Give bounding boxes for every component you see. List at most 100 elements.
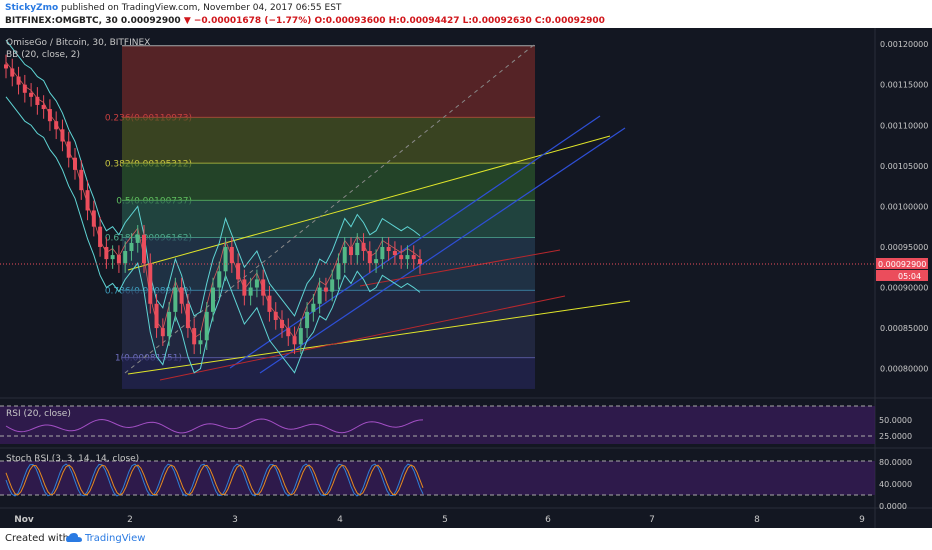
candle-body[interactable]	[104, 246, 109, 260]
price-tick-label: 0.00090000	[880, 284, 928, 293]
candle-body[interactable]	[361, 242, 366, 252]
candle-body[interactable]	[330, 279, 335, 292]
blue-line[interactable]	[229, 115, 601, 369]
candle-body[interactable]	[392, 251, 397, 256]
candle-body[interactable]	[311, 303, 316, 312]
candle-body[interactable]	[292, 336, 297, 345]
candle-body[interactable]	[405, 255, 410, 260]
candle-body[interactable]	[98, 226, 103, 247]
created-with-label: Created with	[5, 533, 69, 544]
fib-band	[122, 45, 535, 118]
candle-body[interactable]	[154, 303, 159, 329]
symbol-label: BITFINEX:OMGBTC, 30	[5, 16, 118, 26]
candle-body[interactable]	[4, 64, 8, 69]
tradingview-link[interactable]: TradingView	[85, 533, 146, 544]
upper-channel-line[interactable]	[127, 135, 611, 271]
candle-body[interactable]	[204, 311, 209, 341]
candle-body[interactable]	[91, 210, 96, 227]
candle-body[interactable]	[248, 287, 253, 296]
candle-body[interactable]	[129, 242, 134, 252]
candle-body[interactable]	[217, 271, 222, 288]
chart-area[interactable]: 0.236(0.00110973)0.382(0.00105312)0.5(0.…	[0, 28, 932, 528]
candle-body[interactable]	[173, 287, 178, 312]
candle-body[interactable]	[85, 190, 90, 211]
candle-body[interactable]	[79, 169, 84, 191]
candle-body[interactable]	[280, 319, 284, 329]
candle-body[interactable]	[116, 255, 121, 264]
trend-lines[interactable]	[124, 43, 631, 381]
candle-body[interactable]	[342, 246, 347, 264]
price-tick-label: 0.00095000	[880, 243, 928, 252]
candle-body[interactable]	[261, 279, 266, 296]
candle-body[interactable]	[10, 68, 15, 77]
candle-body[interactable]	[305, 311, 310, 329]
candle-body[interactable]	[148, 263, 153, 304]
candle-body[interactable]	[298, 328, 303, 345]
candle-body[interactable]	[211, 287, 215, 312]
candle-body[interactable]	[399, 255, 404, 260]
candle-body[interactable]	[374, 259, 379, 264]
candle-body[interactable]	[47, 109, 52, 122]
time-tick-label: 6	[545, 515, 551, 525]
red-line[interactable]	[359, 249, 561, 287]
chart-svg[interactable]: 0.236(0.00110973)0.382(0.00105312)0.5(0.…	[0, 28, 932, 528]
candle-body[interactable]	[317, 287, 322, 304]
candle-body[interactable]	[229, 246, 234, 264]
candle-body[interactable]	[35, 96, 40, 105]
candle-body[interactable]	[273, 311, 278, 320]
candle-body[interactable]	[380, 246, 385, 260]
candle-body[interactable]	[349, 246, 353, 256]
red-line[interactable]	[159, 295, 566, 381]
candle-body[interactable]	[198, 340, 203, 345]
last-price-text: 0.00092900	[878, 260, 926, 269]
stoch-tick-80: 80.0000	[879, 458, 912, 467]
price-label: 0.00092900	[120, 16, 181, 26]
candle-body[interactable]	[123, 251, 128, 264]
candle-body[interactable]	[179, 287, 184, 304]
price-scale[interactable]: 0.00120000 0.00115000 0.00110000 0.00105000…	[880, 40, 928, 374]
price-tick-label: 0.00100000	[880, 202, 928, 211]
candle-body[interactable]	[185, 303, 190, 329]
time-tick-label: 3	[232, 515, 238, 525]
candle-body[interactable]	[22, 84, 27, 93]
blue-line[interactable]	[259, 127, 626, 374]
candle-body[interactable]	[418, 259, 422, 264]
fib-retracement[interactable]: 0.236(0.00110973)0.382(0.00105312)0.5(0.…	[105, 45, 535, 389]
author-link[interactable]: StickyZmo	[5, 3, 59, 13]
candle-body[interactable]	[323, 287, 328, 292]
candle-body[interactable]	[135, 234, 140, 243]
candle-body[interactable]	[142, 234, 146, 264]
publish-line: StickyZmo published on TradingView.com, …	[5, 3, 341, 13]
candle-body[interactable]	[54, 121, 59, 130]
candle-body[interactable]	[367, 251, 372, 264]
candle-body[interactable]	[66, 141, 71, 158]
tradingview-cloud-icon	[66, 533, 82, 546]
time-tick-label: Nov	[14, 515, 34, 525]
candle-body[interactable]	[267, 295, 272, 312]
time-tick-label: 8	[754, 515, 760, 525]
candle-body[interactable]	[254, 279, 259, 288]
candle-body[interactable]	[29, 92, 34, 97]
rsi-tick-25: 25.0000	[879, 432, 912, 441]
candle-body[interactable]	[236, 263, 241, 280]
candle-body[interactable]	[60, 129, 65, 142]
stoch-band	[0, 461, 875, 495]
candle-body[interactable]	[386, 246, 391, 252]
candle-body[interactable]	[411, 255, 416, 260]
stoch-legend: Stoch RSI (3, 3, 14, 14, close)	[6, 454, 139, 464]
candle-body[interactable]	[41, 104, 46, 110]
candle-body[interactable]	[167, 311, 172, 337]
lower-channel-line[interactable]	[127, 300, 631, 375]
candles[interactable]	[4, 54, 422, 355]
candle-body[interactable]	[160, 328, 165, 337]
candle-body[interactable]	[286, 328, 291, 337]
candle-body[interactable]	[110, 255, 115, 260]
candle-body[interactable]	[73, 157, 77, 170]
candle-body[interactable]	[192, 328, 197, 345]
candle-body[interactable]	[223, 246, 228, 272]
candle-body[interactable]	[242, 279, 247, 296]
candle-body[interactable]	[16, 76, 21, 85]
time-axis[interactable]: Nov 2 3 4 5 6 7 8 9	[14, 515, 865, 525]
candle-body[interactable]	[336, 263, 341, 280]
candle-body[interactable]	[355, 242, 360, 256]
